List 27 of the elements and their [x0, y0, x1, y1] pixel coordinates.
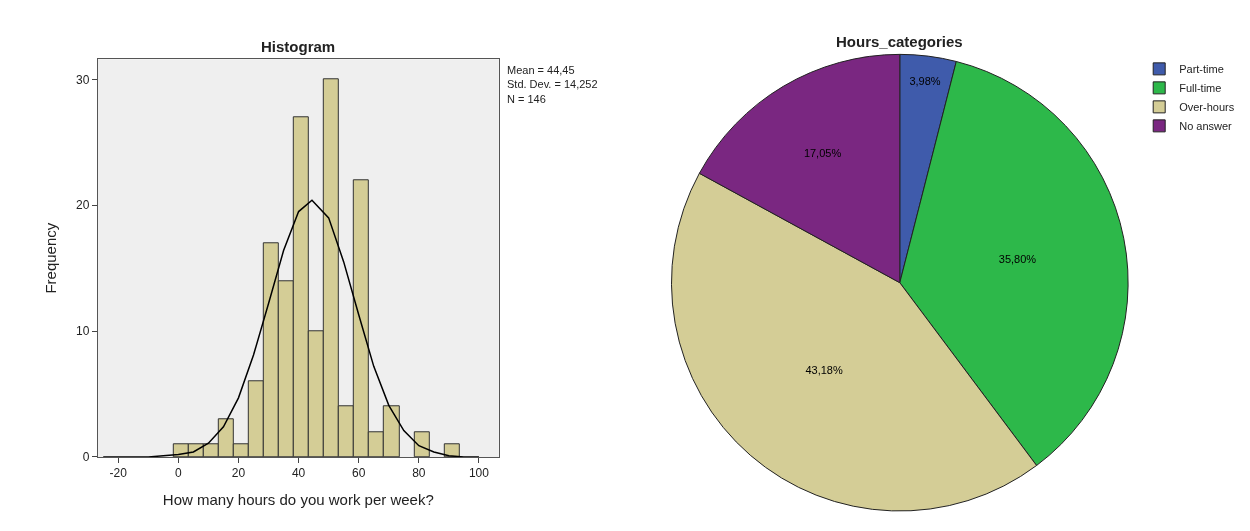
x-tick-label: 60: [352, 466, 366, 481]
legend-label: Over-hours: [1179, 101, 1235, 114]
x-tick-label: 0: [175, 466, 183, 481]
data-label: 43,18%: [805, 363, 843, 376]
x-axis-title: How many hours do you work per week?: [162, 491, 434, 509]
legend-label: No answer: [1179, 120, 1233, 133]
x-tick-label: 20: [231, 466, 246, 481]
legend-label: Part-time: [1179, 63, 1224, 76]
line-series: [102, 199, 480, 457]
text: N = 146: [507, 92, 546, 105]
y-tick-label: 10: [76, 324, 90, 339]
x-tick-label: -20: [109, 466, 128, 481]
data-label: 17,05%: [803, 146, 842, 159]
text: Std. Dev. = 14,252: [507, 78, 598, 91]
y-tick-label: 30: [76, 72, 90, 87]
text: Mean = 44,45: [507, 64, 575, 76]
data-label: 35,80%: [998, 253, 1037, 266]
chart-title: Hours_categories: [836, 33, 963, 50]
y-tick-label: 20: [76, 198, 90, 213]
y-axis-title: Frequency: [42, 222, 60, 294]
x-tick-label: 80: [412, 466, 426, 481]
x-tick-label: 100: [468, 466, 490, 481]
data-label: 3,98%: [909, 75, 941, 88]
chart-title: Histogram: [261, 38, 336, 55]
y-tick-label: 0: [82, 450, 90, 465]
x-tick-label: 40: [291, 466, 306, 481]
legend-label: Full-time: [1179, 82, 1222, 95]
